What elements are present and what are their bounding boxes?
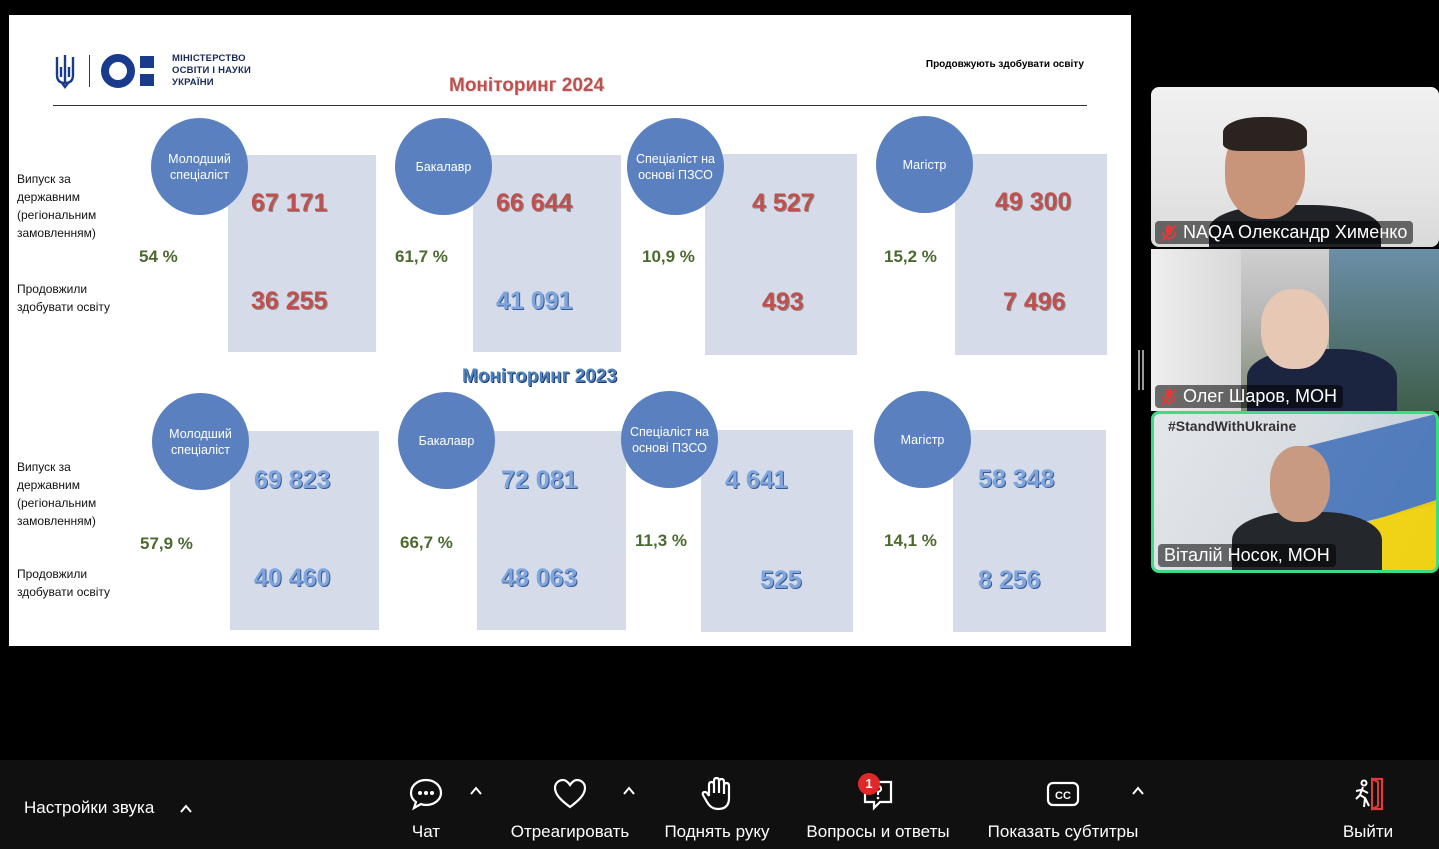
- qa-notification-badge: 1: [858, 773, 880, 795]
- raise-hand-label: Поднять руку: [664, 822, 770, 841]
- row-label-continued-2024: Продовжили здобувати освіту: [17, 282, 111, 314]
- percent-value: 54 %: [139, 247, 178, 266]
- react-button[interactable]: Отреагировать: [502, 760, 638, 849]
- captions-label: Показать субтитры: [987, 822, 1139, 841]
- participant-video-tile[interactable]: NAQA Олександр Хименко: [1151, 87, 1439, 247]
- participant-hair: [1223, 117, 1307, 151]
- background-columns: [1151, 249, 1241, 411]
- logo-divider: [89, 55, 90, 87]
- percent-value: 61,7 %: [395, 247, 448, 266]
- qa-label: Вопросы и ответы: [806, 822, 950, 841]
- leave-label: Выйти: [1342, 822, 1394, 841]
- svg-text:CC: CC: [1055, 790, 1071, 802]
- card-2024-specialist: [705, 154, 857, 355]
- issued-value: 4 527: [752, 189, 815, 217]
- chat-button[interactable]: Чат: [396, 760, 456, 849]
- percent-value: 66,7 %: [400, 533, 453, 552]
- monitoring-2023-title: Моніторинг 2023: [462, 366, 618, 387]
- card-2024-bachelor: [473, 155, 621, 352]
- issued-value: 49 300: [995, 188, 1072, 216]
- row-label-issue-2023: Випуск за державним (регіональним замовл…: [17, 460, 97, 528]
- percent-value: 11,3 %: [635, 531, 687, 550]
- background-hashtag: #StandWithUkraine: [1168, 418, 1297, 434]
- participant-name-label: Віталій Носок, МОН: [1158, 544, 1336, 567]
- header-divider: [53, 105, 1087, 106]
- hand-icon: [701, 776, 731, 811]
- logo-text: МІНІСТЕРСТВО ОСВІТИ І НАУКИ УКРАЇНИ: [172, 53, 251, 88]
- percent-value: 15,2 %: [884, 247, 937, 266]
- monitoring-2024-title: Моніторинг 2024: [449, 75, 605, 96]
- percent-value: 14,1 %: [884, 531, 937, 550]
- participant-name: Олег Шаров, МОН: [1183, 386, 1337, 406]
- leave-button[interactable]: Выйти: [1334, 760, 1402, 849]
- level-circle: Спеціаліст на основі ПЗСО: [627, 118, 724, 215]
- captions-button[interactable]: CC Показать субтитры: [980, 760, 1146, 849]
- continued-value: 493: [762, 288, 804, 316]
- react-label: Отреагировать: [510, 822, 630, 841]
- audio-settings-button[interactable]: Настройки звука: [24, 798, 154, 818]
- participant-face: [1270, 446, 1330, 522]
- row-label-continued-2023: Продовжили здобувати освіту: [17, 567, 111, 599]
- qa-button[interactable]: Вопросы и ответы: [796, 760, 960, 849]
- raise-hand-button[interactable]: Поднять руку: [656, 760, 778, 849]
- card-2023-junior: [230, 431, 379, 630]
- logo-mark-o: [101, 54, 135, 88]
- issued-value: 72 081: [501, 466, 578, 494]
- participant-name: Віталій Носок, МОН: [1164, 545, 1330, 565]
- meeting-toolbar: Настройки звука Чат Отреагировать Поднят…: [0, 760, 1439, 849]
- continued-value: 525: [760, 566, 802, 594]
- issued-value: 58 348: [978, 465, 1055, 493]
- participant-name: NAQA Олександр Хименко: [1183, 222, 1408, 242]
- row-label-issue-2024: Випуск за державним (регіональним замовл…: [17, 172, 97, 240]
- chat-icon: [409, 778, 443, 811]
- chevron-up-icon[interactable]: [1131, 784, 1145, 798]
- card-2024-junior: [228, 155, 376, 352]
- panel-splitter-handle[interactable]: [1138, 350, 1144, 390]
- card-2023-bachelor: [477, 431, 626, 630]
- continued-value: 7 496: [1003, 288, 1066, 316]
- participant-video-tile[interactable]: Олег Шаров, МОН: [1151, 249, 1439, 411]
- chevron-up-icon[interactable]: [469, 784, 483, 798]
- closed-captions-icon: CC: [1046, 781, 1080, 807]
- continued-value: 40 460: [254, 564, 331, 592]
- chevron-up-icon[interactable]: [622, 784, 636, 798]
- level-circle: Бакалавр: [398, 392, 495, 489]
- leave-icon: [1355, 777, 1384, 811]
- card-2024-master: [955, 154, 1107, 355]
- continued-value: 36 255: [251, 287, 328, 315]
- percent-value: 57,9 %: [140, 534, 193, 553]
- continued-value: 48 063: [501, 564, 578, 592]
- card-2023-master: [953, 430, 1106, 632]
- top-note: Продовжують здобувати освіту: [925, 59, 1084, 70]
- trident-icon: [55, 55, 75, 89]
- issued-value: 4 641: [725, 466, 788, 494]
- continued-value: 8 256: [978, 566, 1041, 594]
- level-circle: Молодший спеціаліст: [151, 118, 248, 215]
- heart-icon: [553, 778, 587, 809]
- participant-video-tile-active-speaker[interactable]: #StandWithUkraine Віталій Носок, МОН: [1151, 411, 1439, 573]
- participant-face: [1261, 289, 1329, 369]
- level-circle: Магістр: [876, 116, 973, 213]
- continued-value: 41 091: [496, 287, 573, 315]
- card-2023-specialist: [701, 430, 853, 632]
- shared-slide: МІНІСТЕРСТВО ОСВІТИ І НАУКИ УКРАЇНИ Прод…: [9, 15, 1131, 646]
- mic-muted-icon: [1161, 387, 1177, 406]
- logo-mark-equals: [140, 56, 154, 86]
- level-circle: Спеціаліст на основі ПЗСО: [621, 391, 718, 488]
- participant-name-label: NAQA Олександр Хименко: [1155, 221, 1414, 244]
- level-circle: Бакалавр: [395, 118, 492, 215]
- chevron-up-icon[interactable]: [179, 802, 193, 816]
- audio-settings-label: Настройки звука: [24, 798, 155, 817]
- issued-value: 69 823: [254, 466, 331, 494]
- percent-value: 10,9 %: [642, 247, 695, 266]
- level-circle: Молодший спеціаліст: [152, 393, 249, 490]
- issued-value: 67 171: [251, 189, 328, 217]
- participant-name-label: Олег Шаров, МОН: [1155, 385, 1343, 408]
- level-circle: Магістр: [874, 391, 971, 488]
- mic-muted-icon: [1161, 223, 1177, 242]
- issued-value: 66 644: [496, 189, 573, 217]
- chat-label: Чат: [411, 822, 441, 841]
